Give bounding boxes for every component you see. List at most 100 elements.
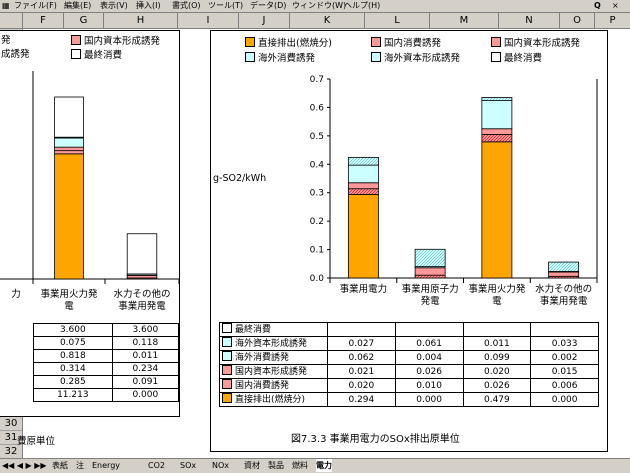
table-cell: 0.011 bbox=[112, 350, 178, 363]
legend-swatch bbox=[222, 337, 232, 347]
bar-segment bbox=[482, 129, 512, 135]
table-cell: 3.600 bbox=[34, 324, 113, 337]
bar-segment bbox=[55, 97, 84, 137]
table-cell: 0.234 bbox=[112, 363, 178, 376]
table-cell: 0.000 bbox=[395, 393, 463, 407]
left-category-label: 力 bbox=[0, 289, 33, 301]
col-header-F[interactable]: F bbox=[23, 13, 64, 28]
menu-edit[interactable]: 編集(E) bbox=[64, 0, 91, 12]
column-header-bar: F G H I J K L M N O P bbox=[0, 13, 630, 29]
bar-segment bbox=[549, 262, 579, 271]
bar-segment bbox=[482, 101, 512, 129]
bar-segment bbox=[55, 138, 84, 147]
table-row: 最終消費 bbox=[220, 323, 599, 337]
bar-segment bbox=[348, 194, 378, 278]
tab-sheet[interactable]: 表紙 bbox=[52, 459, 68, 472]
tab-sheet[interactable]: 電力 bbox=[316, 459, 332, 472]
col-header-H[interactable]: H bbox=[104, 13, 178, 28]
y-tick-label: 0.2 bbox=[310, 217, 324, 227]
bar-segment bbox=[482, 142, 512, 278]
legend-swatch bbox=[222, 393, 232, 403]
table-cell: 0.000 bbox=[531, 393, 599, 407]
row-label-cell: 国内資本形成誘発 bbox=[220, 365, 328, 379]
tab-sheet[interactable]: 製品 bbox=[268, 459, 284, 472]
bar-segment bbox=[55, 147, 84, 151]
table-cell: 0.011 bbox=[463, 337, 531, 351]
row-label-cell: 最終消費 bbox=[220, 323, 328, 337]
tab-sheet[interactable]: NOx bbox=[212, 459, 229, 472]
table-cell: 0.020 bbox=[463, 365, 531, 379]
tab-sheet[interactable]: 注 bbox=[76, 459, 84, 472]
table-cell: 0.006 bbox=[531, 379, 599, 393]
right-chart[interactable]: 直接排出(燃焼分) 国内消費誘発 国内資本形成誘発 海外消費誘発 海外資本形成誘… bbox=[210, 30, 608, 452]
tab-sheet[interactable]: SOx bbox=[180, 459, 196, 472]
row-header[interactable]: 30 bbox=[0, 417, 22, 431]
col-header-O[interactable]: O bbox=[560, 13, 595, 28]
bar-segment bbox=[482, 134, 512, 141]
select-all-corner[interactable] bbox=[0, 13, 23, 28]
col-header-P[interactable]: P bbox=[595, 13, 630, 28]
table-cell: 0.075 bbox=[34, 337, 113, 350]
tab-sheet[interactable]: CO2 bbox=[148, 459, 165, 472]
col-header-N[interactable]: N bbox=[499, 13, 560, 28]
row-label-cell: 海外資本形成誘発 bbox=[220, 337, 328, 351]
menu-window[interactable]: ウィンドウ(W) bbox=[292, 0, 346, 12]
category-label: 水力その他の 事業用発電 bbox=[530, 284, 597, 308]
menu-insert[interactable]: 挿入(I) bbox=[136, 0, 161, 12]
close-icon[interactable]: × bbox=[612, 0, 619, 12]
help-search-button[interactable]: Q bbox=[594, 0, 601, 12]
table-cell: 0.818 bbox=[34, 350, 113, 363]
menu-format[interactable]: 書式(O) bbox=[172, 0, 201, 12]
menu-data[interactable]: データ(D) bbox=[250, 0, 286, 12]
category-label: 事業用原子力 発電 bbox=[397, 284, 464, 308]
table-cell: 0.027 bbox=[328, 337, 396, 351]
col-header-M[interactable]: M bbox=[430, 13, 499, 28]
bar-segment bbox=[348, 165, 378, 183]
col-header-J[interactable]: J bbox=[239, 13, 290, 28]
table-cell: 0.021 bbox=[328, 365, 396, 379]
app-icon[interactable]: ▦ bbox=[2, 0, 10, 12]
tab-sheet[interactable]: 資材 bbox=[244, 459, 260, 472]
y-tick-label: 0.6 bbox=[310, 103, 325, 113]
menu-help[interactable]: ヘルプ(H) bbox=[344, 0, 380, 12]
col-header-G[interactable]: G bbox=[64, 13, 104, 28]
menu-view[interactable]: 表示(V) bbox=[100, 0, 128, 12]
bar-segment bbox=[415, 275, 445, 278]
chart-caption: 図7.3.3 事業用電力のSOx排出原単位 bbox=[291, 434, 460, 446]
sheet-tab-bar: ◀◀ ◀ ▶ ▶▶ 表紙注 Energy CO2 SOx NOx 資材製品燃料電力 bbox=[0, 458, 630, 473]
left-chart[interactable]: 発 国内資本形成誘発 成誘発 最終消費 力 事業用火力発 電 水力その他の 事業… bbox=[0, 30, 180, 417]
table-cell bbox=[328, 323, 396, 337]
y-tick-label: 0.5 bbox=[310, 132, 324, 142]
bar-segment bbox=[348, 157, 378, 165]
y-tick-label: 0.3 bbox=[310, 189, 324, 199]
table-cell: 0.479 bbox=[463, 393, 531, 407]
table-cell: 0.020 bbox=[328, 379, 396, 393]
legend-swatch bbox=[222, 365, 232, 375]
table-cell: 3.600 bbox=[112, 324, 178, 337]
menu-tools[interactable]: ツール(T) bbox=[208, 0, 243, 12]
category-label: 事業用火力発 電 bbox=[464, 284, 531, 308]
col-header-K[interactable]: K bbox=[290, 13, 365, 28]
row-label-cell: 直接排出(燃焼分) bbox=[220, 393, 328, 407]
tab-sheet[interactable]: Energy bbox=[92, 459, 120, 472]
category-label: 事業用電力 bbox=[330, 284, 397, 296]
tab-sheet[interactable]: 燃料 bbox=[292, 459, 308, 472]
table-cell: 0.091 bbox=[112, 376, 178, 389]
menu-bar: ▦ ファイル(F) 編集(E) 表示(V) 挿入(I) 書式(O) ツール(T)… bbox=[0, 0, 630, 13]
col-header-L[interactable]: L bbox=[365, 13, 430, 28]
col-header-I[interactable]: I bbox=[178, 13, 239, 28]
table-cell: 0.015 bbox=[531, 365, 599, 379]
menu-file[interactable]: ファイル(F) bbox=[14, 0, 57, 12]
table-cell: 0.026 bbox=[395, 365, 463, 379]
table-cell: 0.314 bbox=[34, 363, 113, 376]
tab-scroll-buttons[interactable]: ◀◀ ◀ ▶ ▶▶ bbox=[2, 459, 47, 472]
